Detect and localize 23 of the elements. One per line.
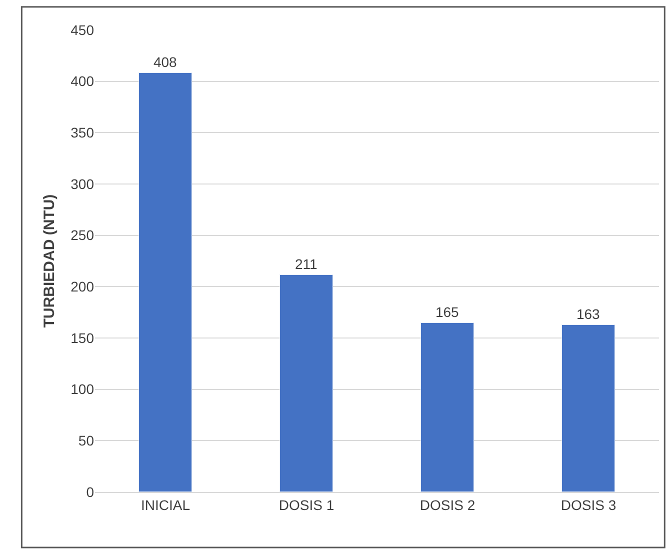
bar [138, 72, 192, 492]
data-label: 408 [153, 54, 178, 70]
y-tick-label: 350 [70, 124, 94, 141]
x-tick-label: DOSIS 2 [420, 496, 476, 513]
x-tick-label: DOSIS 3 [560, 496, 616, 513]
y-tick-label: 100 [70, 381, 94, 398]
y-tick-label: 450 [70, 22, 94, 38]
y-tick-label: 150 [70, 330, 94, 346]
y-axis-title: TURBIEDAD (NTU) [40, 194, 58, 328]
bar [280, 274, 333, 492]
bar [562, 324, 615, 492]
data-label: 163 [576, 306, 600, 322]
y-tick-label: 400 [70, 73, 94, 90]
y-tick-label: 250 [70, 227, 94, 244]
data-label: 165 [435, 304, 460, 320]
data-label: 211 [294, 256, 318, 272]
x-tick-label: INICIAL [140, 496, 190, 513]
bar [420, 322, 474, 492]
y-tick-label: 0 [86, 484, 94, 500]
y-tick-label: 200 [70, 278, 94, 295]
y-tick-label: 50 [78, 432, 94, 449]
y-tick-label: 300 [70, 176, 94, 192]
x-tick-label: DOSIS 1 [278, 496, 334, 513]
